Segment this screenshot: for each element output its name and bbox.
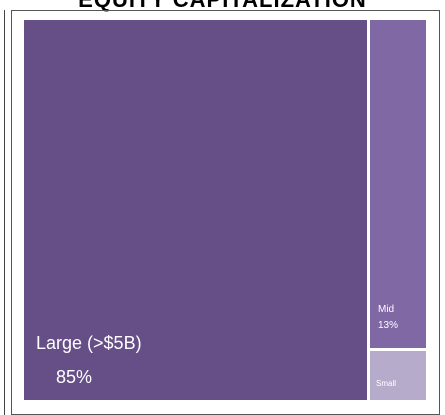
tile-mid: Mid 13% <box>370 20 426 348</box>
tile-mid-value: 13% <box>378 320 399 331</box>
tile-small: Small <box>370 351 426 400</box>
tile-mid-name: Mid <box>378 304 395 315</box>
treemap-area: Large (>$5B) 85% Mid 13% Small <box>24 20 426 400</box>
tile-large-value: 85% <box>56 367 93 387</box>
left-rule <box>4 10 5 415</box>
tile-small-name: Small <box>376 379 397 388</box>
tile-large: Large (>$5B) 85% <box>24 20 367 400</box>
chart-title: EQUITY CAPITALIZATION <box>0 0 445 11</box>
tile-large-name: Large (>$5B) <box>36 333 142 353</box>
